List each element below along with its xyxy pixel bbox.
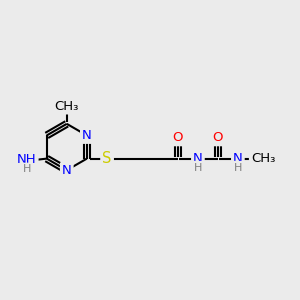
Text: H: H xyxy=(22,164,31,174)
Text: N: N xyxy=(82,129,92,142)
Text: N: N xyxy=(193,152,203,164)
Text: NH: NH xyxy=(17,153,37,166)
Text: CH₃: CH₃ xyxy=(251,152,275,165)
Text: H: H xyxy=(234,163,242,172)
Text: O: O xyxy=(213,131,223,144)
Text: O: O xyxy=(173,131,183,144)
Text: N: N xyxy=(233,152,243,164)
Text: S: S xyxy=(102,151,112,166)
Text: H: H xyxy=(194,163,202,172)
Text: CH₃: CH₃ xyxy=(55,100,79,112)
Text: N: N xyxy=(62,164,72,177)
